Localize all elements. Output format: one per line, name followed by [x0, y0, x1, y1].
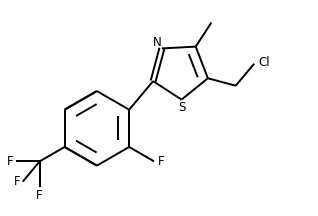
Text: S: S: [178, 101, 186, 114]
Text: F: F: [7, 155, 14, 168]
Text: F: F: [158, 155, 165, 168]
Text: F: F: [14, 175, 20, 188]
Text: F: F: [36, 189, 43, 202]
Text: N: N: [153, 36, 161, 49]
Text: Cl: Cl: [259, 56, 270, 69]
